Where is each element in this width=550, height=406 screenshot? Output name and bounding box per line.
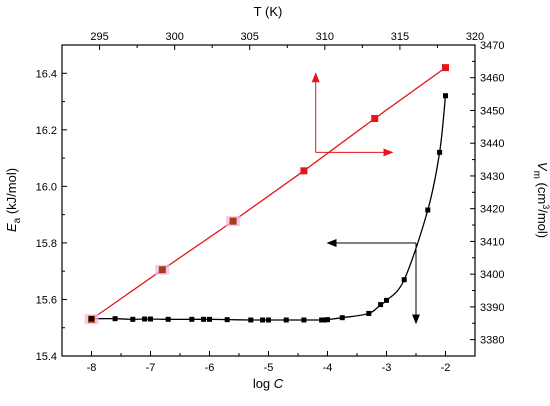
series-1-point-12 [266,317,271,323]
x-top-tick-label-0: 295 [90,31,108,43]
series-1-point-1 [112,316,118,322]
x-top-tick-label-4: 315 [391,31,409,43]
series-1-point-13 [283,317,289,323]
series-1-point-2 [130,316,136,322]
y-right-tick-label-2: 3400 [480,269,504,281]
x-top-axis-title: T (K) [254,4,283,19]
y-left-tick-label-3: 16.0 [36,181,57,193]
series-0-point-5 [442,64,449,72]
series-1-point-8 [207,316,212,322]
bottom-axis-ticks: -8 -7 -6 -5 -4 -3 -2 [61,351,476,374]
y-left-tick-label-5: 16.4 [36,68,57,80]
y-right-tick-label-7: 3450 [480,105,504,117]
y-left-tick-label-0: 15.4 [36,351,57,363]
series-1-point-15 [319,317,325,323]
top-axis-ticks: 295 300 305 310 315 320 [90,31,484,50]
series-1-point-9 [224,317,230,323]
x-top-tick-label-1: 300 [165,31,183,43]
series-0-line [91,67,446,320]
series-1-line [91,95,447,321]
x-bottom-tick-label-2: -6 [205,362,215,374]
series-1-point-14 [301,317,307,323]
y-left-tick-label-1: 15.6 [36,294,57,306]
right-axis-ticks: 3380 3390 3400 3410 3420 3430 3440 3450 3460 3470 [470,40,504,347]
series-1-point-5 [165,316,171,322]
x-top-tick-label-2: 305 [241,31,259,43]
y-right-tick-label-1: 3390 [480,302,504,314]
series-1-point-17 [325,317,330,323]
x-bottom-tick-label-1: -7 [146,362,156,374]
series-1-point-3 [142,316,148,322]
series-1-point-7 [201,316,207,322]
series-points [84,64,449,325]
series-1-point-24 [437,149,443,155]
series-0-point-4 [371,115,379,123]
y-right-tick-label-9: 3470 [480,40,504,52]
left-axis-ticks: 15.4 15.6 15.8 16.0 16.2 16.4 [36,44,67,363]
series-1-point-25 [443,93,448,99]
y-right-tick-label-5: 3430 [480,171,504,183]
x-bottom-axis-title: log C [253,376,284,391]
y-right-tick-label-3: 3410 [480,236,504,248]
y-right-tick-label-8: 3460 [480,73,504,85]
series-1-point-18 [339,315,345,321]
y-left-tick-label-2: 15.8 [36,238,57,250]
series-1-point-0 [89,316,94,322]
series-0-point-1 [158,266,166,274]
y-left-tick-label-4: 16.2 [36,125,57,137]
series-1-point-11 [260,317,266,323]
series-1-point-6 [189,316,195,322]
y-right-axis-title: Vm (cm3/mol) [531,162,550,238]
series-1-point-10 [248,317,254,323]
x-top-tick-label-5: 320 [466,31,484,43]
series-0-point-2 [229,217,237,225]
series-1-point-20 [378,302,384,308]
x-bottom-tick-label-6: -2 [441,362,451,374]
x-bottom-tick-label-3: -5 [264,362,274,374]
series-1-point-19 [366,310,372,316]
series-1-point-4 [148,316,153,322]
y-right-tick-label-4: 3420 [480,204,504,216]
x-top-tick-label-3: 310 [316,31,334,43]
x-bottom-tick-label-5: -3 [382,362,392,374]
series-1-point-23 [425,207,431,213]
series-lines [91,67,447,321]
y-right-tick-label-6: 3440 [480,138,504,150]
series-1-point-22 [401,277,407,283]
series-0-point-3 [300,167,308,175]
series-1-point-21 [384,297,389,303]
x-bottom-tick-label-4: -4 [323,362,333,374]
y-left-axis-title: Ea (kJ/mol) [4,168,23,232]
annotation-arrows [311,72,420,325]
x-bottom-tick-label-0: -8 [87,362,97,374]
series-1-point-16 [322,317,328,323]
y-right-tick-label-0: 3380 [480,335,504,347]
